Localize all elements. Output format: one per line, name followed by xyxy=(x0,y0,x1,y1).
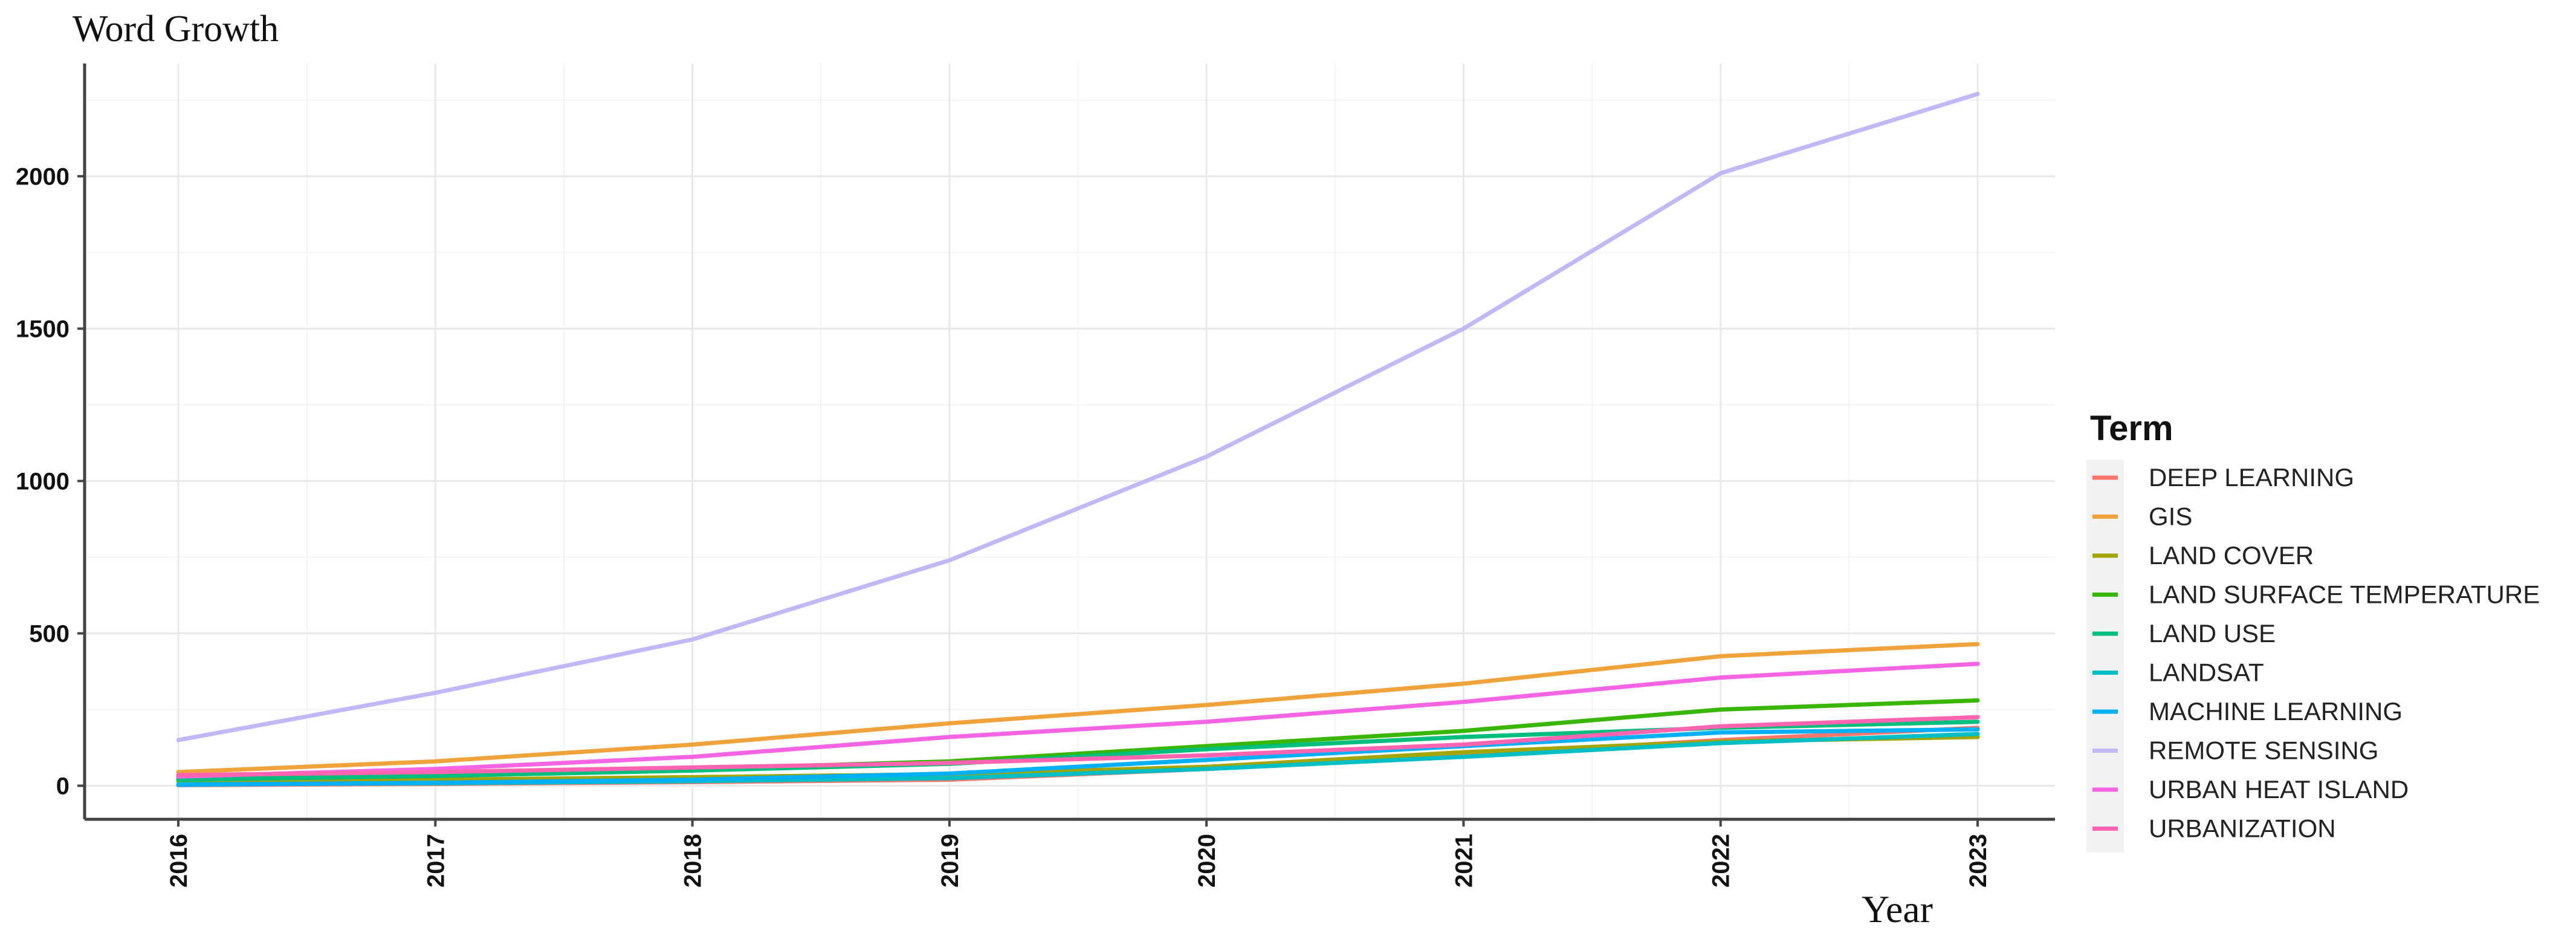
legend-label: GIS xyxy=(2149,502,2192,531)
legend-label: MACHINE LEARNING xyxy=(2149,697,2403,726)
series-line-remote-sensing xyxy=(176,91,1980,742)
axes xyxy=(83,63,2055,821)
y-tick-label: 2000 xyxy=(16,163,70,190)
x-tick-label: 2019 xyxy=(937,834,963,888)
x-tick-label: 2016 xyxy=(166,834,192,888)
plot-panel xyxy=(85,63,2055,819)
legend-label: DEEP LEARNING xyxy=(2149,463,2354,492)
x-axis-title: Year xyxy=(1862,888,1933,931)
legend-items: DEEP LEARNING GIS LAND COVER LAND SURFACE T… xyxy=(2092,463,2540,843)
legend-label: LAND USE xyxy=(2149,619,2276,648)
y-tick-labels: 0 500 1000 1500 2000 xyxy=(16,163,85,800)
legend-label: URBANIZATION xyxy=(2149,814,2336,843)
x-tick-label: 2023 xyxy=(1965,834,1992,888)
x-tick-label: 2017 xyxy=(422,834,449,888)
y-tick-label: 1000 xyxy=(16,469,70,495)
series-line-urban-heat-island xyxy=(176,661,1980,779)
legend: Term DEEP LEARNING GIS LAND COVER LAND SURF… xyxy=(2086,409,2540,853)
legend-key-background xyxy=(2086,460,2124,853)
series-lines xyxy=(176,91,1980,787)
y-tick-label: 500 xyxy=(29,621,70,648)
x-tick-labels: 2016 2017 2018 2019 2020 2021 2022 2023 xyxy=(166,819,1992,888)
y-tick-label: 0 xyxy=(56,773,70,800)
y-tick-label: 1500 xyxy=(16,316,70,343)
x-tick-label: 2022 xyxy=(1708,834,1735,888)
legend-label: LAND COVER xyxy=(2149,541,2314,570)
legend-title: Term xyxy=(2090,409,2173,448)
y-axis-title: Word Growth xyxy=(73,8,279,50)
legend-label: LAND SURFACE TEMPERATURE xyxy=(2149,580,2540,609)
grid-lines xyxy=(85,63,2055,819)
x-tick-label: 2020 xyxy=(1194,834,1220,888)
legend-label: REMOTE SENSING xyxy=(2149,736,2378,765)
legend-label: URBAN HEAT ISLAND xyxy=(2149,775,2409,804)
series-line-machine-learning xyxy=(176,727,1980,787)
x-tick-label: 2021 xyxy=(1451,834,1477,888)
series-line-urbanization xyxy=(176,715,1980,778)
x-tick-label: 2018 xyxy=(680,834,707,888)
series-line-gis xyxy=(176,642,1980,775)
legend-label: LANDSAT xyxy=(2149,658,2264,687)
plot-area xyxy=(85,63,2055,819)
